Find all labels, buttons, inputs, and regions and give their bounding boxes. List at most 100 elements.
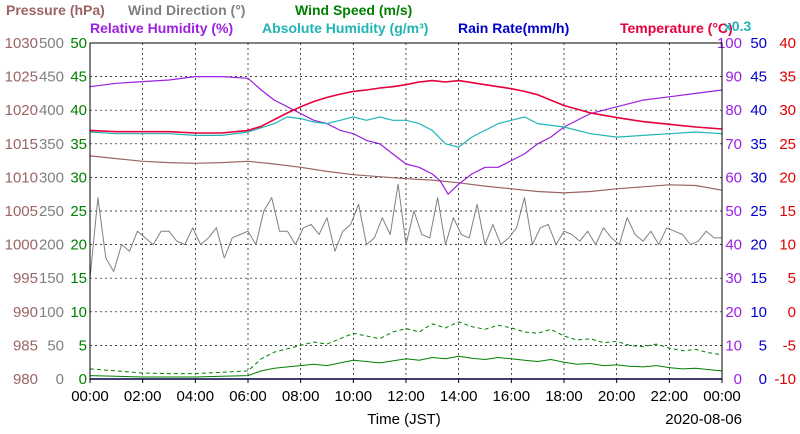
y-tick-label-temperature: 25 xyxy=(779,136,796,153)
legend-item: Temperature (°C) xyxy=(620,20,733,36)
y-tick-label-relative-humidity: 50 xyxy=(725,203,742,220)
x-tick-label: 22:00 xyxy=(651,388,689,405)
y-tick-label-relative-humidity: 10 xyxy=(725,337,742,354)
y-tick-label-temperature: 15 xyxy=(779,203,796,220)
x-tick-label: 18:00 xyxy=(545,388,583,405)
gridlines xyxy=(90,43,722,379)
y-tick-label-wind-speed: 40 xyxy=(70,102,87,119)
legend-item: Relative Humidity (%) xyxy=(90,20,233,36)
y-tick-label-relative-humidity: 80 xyxy=(725,102,742,119)
y-tick-label-wind-direction: 0 xyxy=(56,371,64,388)
series-pressure-line xyxy=(89,155,723,194)
scale-note: x0.3 xyxy=(724,18,751,34)
legend-item: Rain Rate(mm/h) xyxy=(458,20,569,36)
x-tick-label: 10:00 xyxy=(335,388,373,405)
x-tick-label: 00:00 xyxy=(71,388,109,405)
legend: Pressure (hPa) Wind Direction (°) Wind Spe… xyxy=(6,2,733,36)
series-lines xyxy=(89,75,723,380)
y-tick-label-wind-speed: 30 xyxy=(70,169,87,186)
y-tick-label-relative-humidity: 20 xyxy=(725,304,742,321)
legend-item: Wind Direction (°) xyxy=(128,2,245,18)
y-tick-label-wind-direction: 500 xyxy=(39,35,64,52)
y-tick-label-relative-humidity: 90 xyxy=(725,69,742,86)
x-axis: 00:00 02:00 04:00 06:00 08:00 10:00 12:00 14:00… xyxy=(71,379,741,405)
y-tick-label-wind-speed: 50 xyxy=(70,35,87,52)
series-wspd-line xyxy=(89,355,723,378)
x-tick-label: 14:00 xyxy=(440,388,478,405)
x-tick-label: 16:00 xyxy=(493,388,531,405)
y-tick-label-relative-humidity: 100 xyxy=(717,35,742,52)
y-tick-label-wind-direction: 250 xyxy=(39,203,64,220)
y-tick-label-wind-speed: 35 xyxy=(70,136,87,153)
y-tick-label-rain-rate: 35 xyxy=(750,136,767,153)
y-tick-label-wind-direction: 200 xyxy=(39,237,64,254)
y-tick-label-relative-humidity: 30 xyxy=(725,270,742,287)
y-tick-label-rain-rate: 15 xyxy=(750,270,767,287)
y-tick-label-temperature: -5 xyxy=(783,337,796,354)
y-tick-label-rain-rate: 25 xyxy=(750,203,767,220)
y-tick-label-relative-humidity: 70 xyxy=(725,136,742,153)
y-tick-label-rain-rate: 20 xyxy=(750,237,767,254)
y-tick-label-wind-direction: 350 xyxy=(39,136,64,153)
y-tick-label-rain-rate: 0 xyxy=(759,371,767,388)
legend-item: Pressure (hPa) xyxy=(6,2,105,18)
y-tick-label-wind-speed: 45 xyxy=(70,69,87,86)
y-tick-label-wind-direction: 450 xyxy=(39,69,64,86)
y-tick-label-wind-speed: 5 xyxy=(79,337,87,354)
y-tick-label-temperature: 5 xyxy=(788,270,796,287)
x-tick-label: 20:00 xyxy=(598,388,636,405)
y-tick-label-pressure: 990 xyxy=(13,304,38,321)
y-tick-label-rain-rate: 30 xyxy=(750,169,767,186)
y-tick-label-temperature: 35 xyxy=(779,69,796,86)
y-tick-label-temperature: 30 xyxy=(779,102,796,119)
y-tick-label-relative-humidity: 60 xyxy=(725,169,742,186)
y-tick-label-wind-speed: 0 xyxy=(79,371,87,388)
y-tick-label-wind-direction: 100 xyxy=(39,304,64,321)
y-tick-label-rain-rate: 45 xyxy=(750,69,767,86)
y-tick-label-pressure: 1010 xyxy=(5,169,38,186)
x-tick-label: 04:00 xyxy=(177,388,215,405)
y-tick-label-relative-humidity: 0 xyxy=(734,371,742,388)
legend-item: Wind Speed (m/s) xyxy=(295,2,412,18)
y-tick-label-rain-rate: 10 xyxy=(750,304,767,321)
y-tick-label-rain-rate: 5 xyxy=(759,337,767,354)
date-label: 2020-08-06 xyxy=(665,411,742,428)
y-tick-label-wind-speed: 20 xyxy=(70,237,87,254)
y-axes: 1030102510201015101010051000995990985980… xyxy=(5,35,796,388)
x-axis-label: Time (JST) xyxy=(367,411,441,428)
y-tick-label-temperature: 20 xyxy=(779,169,796,186)
y-tick-label-pressure: 1015 xyxy=(5,136,38,153)
y-tick-label-pressure: 985 xyxy=(13,337,38,354)
y-tick-label-rain-rate: 40 xyxy=(750,102,767,119)
legend-item: Absolute Humidity (g/m³) xyxy=(262,20,428,36)
y-tick-label-wind-direction: 50 xyxy=(47,337,64,354)
x-tick-label: 06:00 xyxy=(229,388,267,405)
y-tick-label-pressure: 995 xyxy=(13,270,38,287)
y-tick-label-pressure: 1025 xyxy=(5,69,38,86)
series-wdir-line xyxy=(89,183,722,279)
y-tick-label-pressure: 1005 xyxy=(5,203,38,220)
series-ah-line xyxy=(89,116,723,148)
y-tick-label-temperature: 40 xyxy=(779,35,796,52)
series-rh-line xyxy=(89,75,723,195)
series-wgust-line xyxy=(89,321,723,375)
y-tick-label-wind-speed: 10 xyxy=(70,304,87,321)
x-tick-label: 02:00 xyxy=(124,388,162,405)
y-tick-label-temperature: 0 xyxy=(788,304,796,321)
y-tick-label-wind-direction: 150 xyxy=(39,270,64,287)
y-tick-label-wind-direction: 400 xyxy=(39,102,64,119)
y-tick-label-wind-speed: 25 xyxy=(70,203,87,220)
x-tick-label: 00:00 xyxy=(703,388,741,405)
y-tick-label-temperature: -10 xyxy=(774,371,796,388)
y-tick-label-relative-humidity: 40 xyxy=(725,237,742,254)
y-tick-label-pressure: 980 xyxy=(13,371,38,388)
y-tick-label-wind-direction: 300 xyxy=(39,169,64,186)
y-tick-label-pressure: 1020 xyxy=(5,102,38,119)
x-tick-label: 12:00 xyxy=(387,388,425,405)
y-tick-label-wind-speed: 15 xyxy=(70,270,87,287)
y-tick-label-temperature: 10 xyxy=(779,237,796,254)
x-tick-label: 08:00 xyxy=(282,388,320,405)
y-tick-label-rain-rate: 50 xyxy=(750,35,767,52)
y-tick-label-pressure: 1000 xyxy=(5,237,38,254)
